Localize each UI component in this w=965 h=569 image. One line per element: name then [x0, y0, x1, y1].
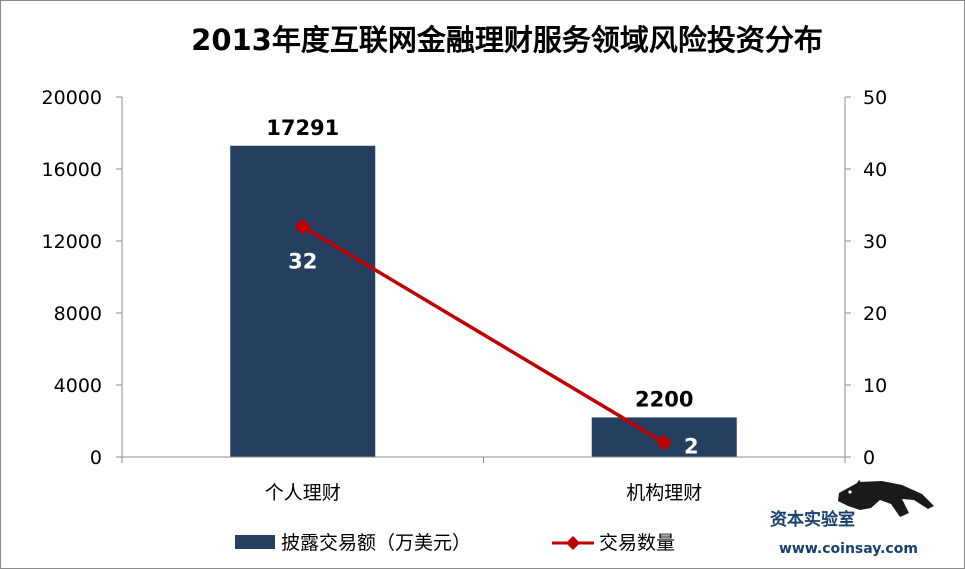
chart-title: 2013年度互联网金融理财服务领域风险投资分布 — [191, 23, 823, 57]
data-labels-layer: 17291 2200 32 2 — [266, 116, 698, 459]
line-series — [301, 225, 666, 445]
bar — [230, 145, 376, 457]
x-tick-label: 个人理财 — [265, 482, 341, 504]
y-right-tick-label: 10 — [863, 375, 887, 397]
watermark-url: www.coinsay.com — [779, 541, 918, 557]
line-data-label: 2 — [684, 435, 699, 459]
y-left-tick-label: 20000 — [42, 87, 102, 109]
panther-logo-icon — [838, 480, 934, 517]
y-right-tick-label: 50 — [863, 87, 887, 109]
x-tick-label: 机构理财 — [626, 482, 702, 504]
legend-label-line: 交易数量 — [599, 532, 675, 554]
legend-label-bar: 披露交易额（万美元） — [281, 532, 471, 554]
y-right-tick-label: 0 — [863, 447, 875, 469]
axes-layer: 0 4000 8000 12000 16000 20000 0 10 20 30 40 50 个人理财 机… — [42, 87, 888, 504]
line-layer — [294, 218, 673, 451]
legend: 披露交易额（万美元） 交易数量 — [235, 532, 675, 554]
y-right-tick-label: 40 — [863, 159, 887, 181]
legend-swatch-bar — [235, 535, 275, 549]
y-left-tick-label: 16000 — [42, 159, 102, 181]
y-left-tick-label: 8000 — [54, 303, 102, 325]
legend-marker-diamond — [566, 536, 580, 550]
line-data-label: 32 — [288, 250, 317, 274]
y-left-tick-label: 4000 — [54, 375, 102, 397]
y-right-tick-label: 20 — [863, 303, 887, 325]
y-right-tick-label: 30 — [863, 231, 887, 253]
y-left-tick-label: 0 — [90, 447, 102, 469]
y-left-tick-label: 12000 — [42, 231, 102, 253]
line-point-marker — [294, 218, 311, 235]
bar-data-label: 17291 — [266, 116, 339, 140]
watermark-name: 资本实验室 — [770, 509, 855, 530]
bar-data-label: 2200 — [635, 387, 693, 411]
line-point-marker — [656, 434, 673, 451]
watermark: 资本实验室 www.coinsay.com — [770, 480, 934, 557]
